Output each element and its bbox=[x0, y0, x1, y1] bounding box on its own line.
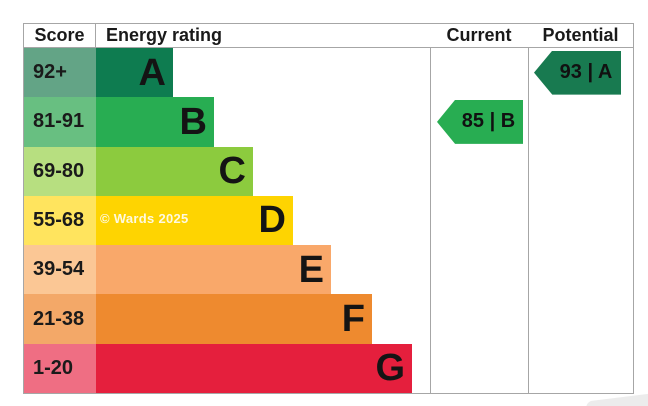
band-letter: G bbox=[375, 347, 405, 390]
band-bar-b: B bbox=[96, 97, 214, 147]
table-header: Score Energy rating Current Potential bbox=[24, 24, 633, 48]
epc-band-row: 1-20 G bbox=[24, 343, 633, 393]
band-score-range: 1-20 bbox=[24, 343, 96, 393]
band-bar-d: D bbox=[96, 195, 293, 246]
potential-rating-arrow: 93 | A bbox=[534, 50, 621, 95]
band-bar-g: G bbox=[96, 343, 412, 393]
band-bar-c: C bbox=[96, 146, 253, 196]
epc-band-row: 39-54 E bbox=[24, 245, 633, 295]
epc-band-row: 21-38 F bbox=[24, 294, 633, 344]
band-letter: A bbox=[138, 51, 166, 94]
column-divider bbox=[528, 48, 529, 393]
band-bar-a: A bbox=[96, 48, 173, 98]
band-letter: B bbox=[179, 100, 207, 143]
band-letter: E bbox=[298, 248, 324, 291]
band-letter: C bbox=[218, 150, 246, 193]
epc-table: Score Energy rating Current Potential 92… bbox=[23, 23, 634, 394]
header-energy-rating: Energy rating bbox=[106, 25, 223, 45]
band-letter: F bbox=[341, 298, 365, 341]
band-score-range: 21-38 bbox=[24, 294, 96, 344]
header-potential: Potential bbox=[542, 25, 619, 45]
band-score-range: 81-91 bbox=[24, 97, 96, 147]
band-score-range: 39-54 bbox=[24, 245, 96, 295]
band-score-range: 69-80 bbox=[24, 146, 96, 196]
column-divider bbox=[430, 48, 431, 393]
epc-band-row: 69-80 C bbox=[24, 146, 633, 196]
band-letter: D bbox=[258, 199, 286, 242]
bands-area: 92+ A 81-91 B 69-80 C 55-68 D 39-54 E 21-38 F 1-20 G … bbox=[24, 48, 633, 393]
header-score: Score bbox=[24, 24, 96, 47]
epc-band-row: 92+ A bbox=[24, 48, 633, 98]
header-current: Current bbox=[446, 25, 512, 45]
band-bar-f: F bbox=[96, 294, 372, 344]
epc-band-row: 81-91 B bbox=[24, 97, 633, 147]
watermark: © Wards 2025 bbox=[100, 211, 189, 226]
band-score-range: 92+ bbox=[24, 48, 96, 98]
corner-artifact bbox=[585, 392, 648, 406]
epc-band-row: 55-68 D bbox=[24, 195, 633, 246]
band-bar-e: E bbox=[96, 245, 331, 295]
band-score-range: 55-68 bbox=[24, 195, 96, 246]
current-rating-arrow: 85 | B bbox=[437, 99, 523, 144]
